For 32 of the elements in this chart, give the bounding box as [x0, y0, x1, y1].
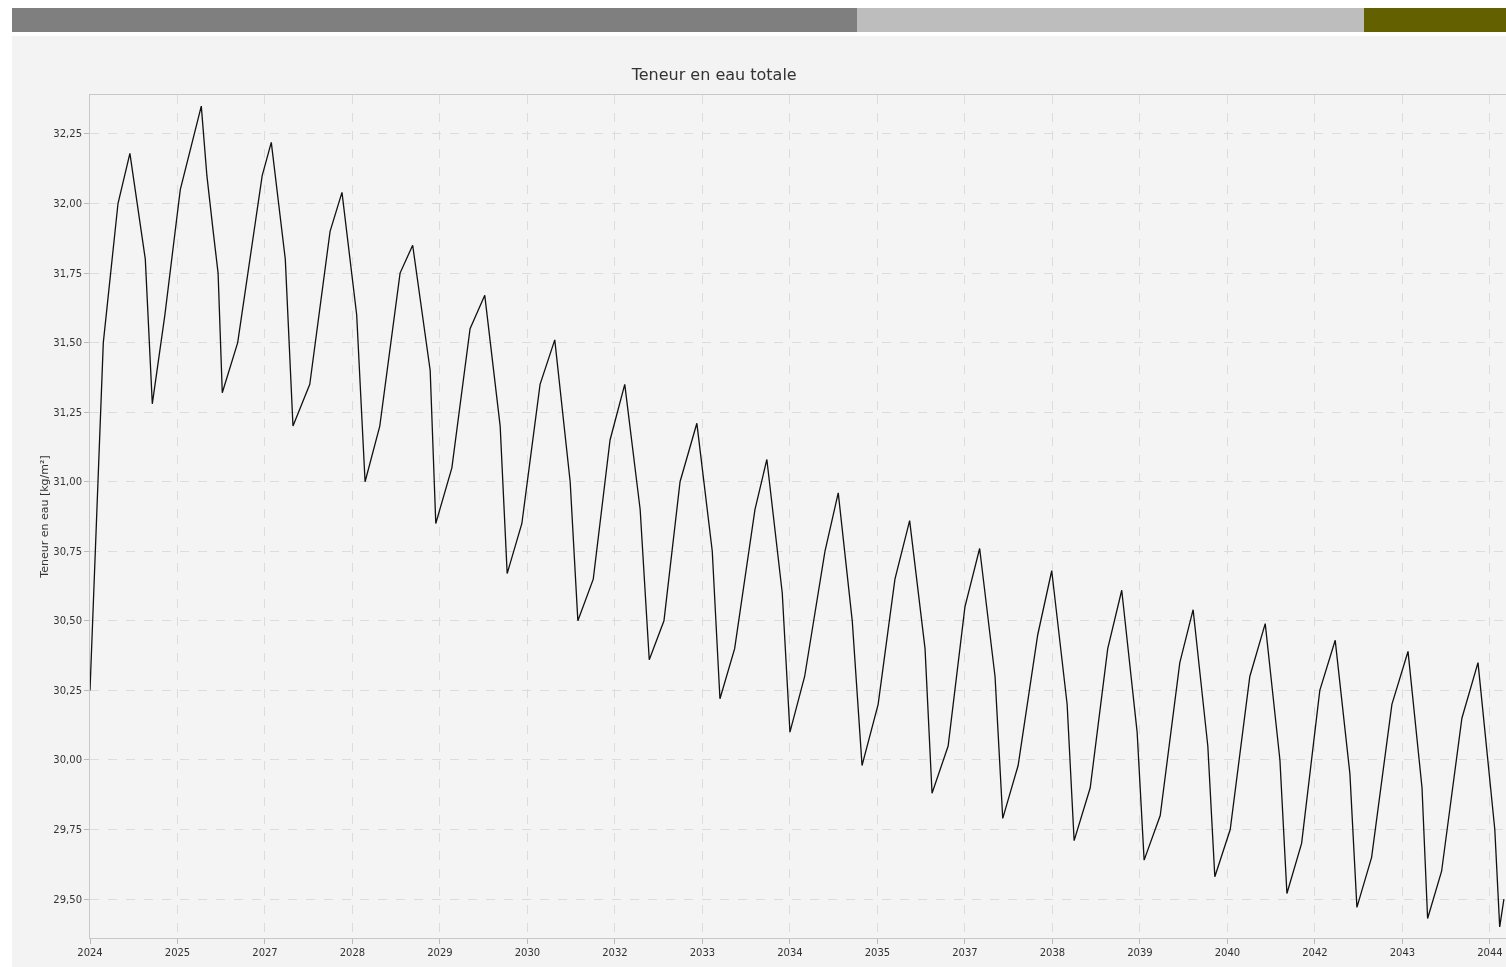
x-tick-label: 2044 — [1477, 947, 1503, 958]
x-tick-label: 2024 — [77, 947, 103, 958]
x-tick-label: 2038 — [1039, 947, 1066, 958]
x-tick-label: 2032 — [602, 947, 628, 958]
y-tick-label: 30,00 — [53, 754, 82, 766]
x-tick-label: 2043 — [1389, 947, 1416, 958]
y-tick-label: 29,50 — [53, 893, 82, 905]
x-tick-label: 2028 — [339, 947, 366, 958]
x-tick-label: 2027 — [252, 947, 278, 958]
y-tick-label: 31,75 — [53, 267, 82, 279]
x-tick-label: 2037 — [952, 947, 978, 958]
x-tick-label: 2030 — [514, 947, 541, 958]
chart-title: Teneur en eau totale — [630, 64, 797, 84]
x-tick-label: 2025 — [164, 947, 191, 958]
x-tick-label: 2034 — [777, 947, 803, 958]
x-tick-label: 2039 — [1127, 947, 1153, 958]
y-tick-label: 31,00 — [53, 476, 82, 488]
y-tick-label: 31,50 — [53, 337, 82, 349]
line-series — [90, 105, 1505, 928]
x-tick-label: 2035 — [864, 947, 891, 958]
y-tick-label: 31,25 — [53, 406, 82, 418]
x-tick-label: 2029 — [427, 947, 453, 958]
y-tick-label: 32,25 — [53, 128, 82, 140]
x-tick-label: 2033 — [689, 947, 716, 958]
y-tick-label: 32,00 — [53, 198, 82, 209]
y-tick-label: 30,75 — [53, 545, 82, 557]
y-tick-label: 29,75 — [53, 824, 82, 835]
y-tick-label: 30,50 — [53, 615, 82, 627]
y-axis-title: Teneur en eau [kg/m²] — [38, 455, 52, 579]
x-tick-label: 2040 — [1214, 947, 1241, 958]
x-tick-label: 2042 — [1302, 947, 1328, 958]
y-tick-label: 30,25 — [53, 684, 82, 696]
